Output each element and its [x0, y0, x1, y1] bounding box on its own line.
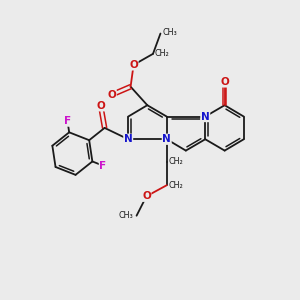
Text: N: N	[124, 134, 133, 144]
Text: O: O	[96, 101, 105, 111]
Text: O: O	[129, 60, 138, 70]
Text: F: F	[99, 160, 106, 171]
Text: N: N	[162, 134, 171, 144]
Text: CH₂: CH₂	[169, 158, 184, 166]
Text: O: O	[107, 90, 116, 100]
Text: CH₃: CH₃	[119, 211, 134, 220]
Text: O: O	[142, 191, 151, 201]
Text: F: F	[64, 116, 71, 126]
Text: CH₂: CH₂	[154, 49, 169, 58]
Text: N: N	[201, 112, 210, 122]
Text: CH₂: CH₂	[169, 181, 184, 190]
Text: CH₃: CH₃	[162, 28, 177, 38]
Text: O: O	[220, 77, 229, 87]
